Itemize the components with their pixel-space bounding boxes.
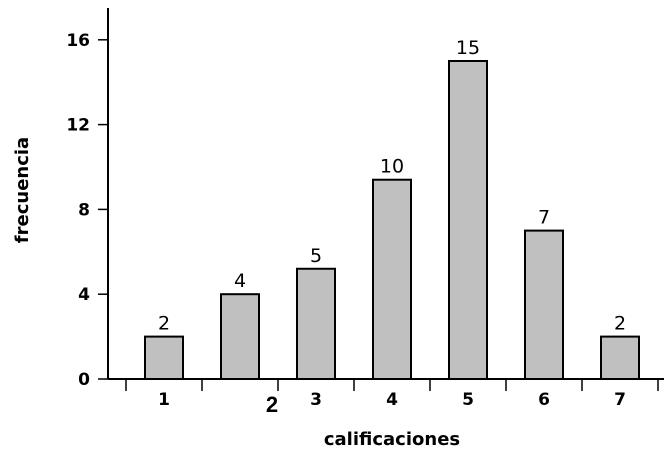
- bar-6: [524, 229, 564, 380]
- data-label: 2: [614, 313, 626, 335]
- y-tick-label: 0: [78, 370, 90, 390]
- x-tick-label: 4: [386, 390, 398, 410]
- x-tick-label: 3: [310, 390, 322, 410]
- bar-4: [372, 178, 412, 380]
- y-axis-ticks: 0 4 8 12 16: [66, 31, 108, 390]
- y-tick-label: 8: [78, 200, 90, 220]
- y-tick-label: 12: [66, 116, 90, 136]
- bar-series: [144, 60, 640, 381]
- data-label: 10: [380, 156, 404, 178]
- data-labels: 2 4 5 10 15 7 2: [158, 37, 626, 335]
- bar-7: [600, 335, 640, 381]
- x-tick-label: 6: [538, 390, 550, 410]
- data-label: 2: [158, 313, 170, 335]
- x-tick-label: 1: [158, 390, 170, 410]
- bar-2: [220, 293, 260, 381]
- y-axis-title: frecuencia: [12, 137, 33, 243]
- x-tick-label: 7: [614, 390, 626, 410]
- data-label: 15: [456, 37, 480, 59]
- x-axis-title: calificaciones: [324, 429, 460, 450]
- y-tick-label: 16: [66, 31, 90, 51]
- bar-3: [296, 267, 336, 381]
- x-axis-ticks: 1 2 3 4 5 6 7: [125, 379, 659, 417]
- data-label: 7: [538, 207, 550, 229]
- x-tick-label: 5: [462, 390, 474, 410]
- bar-5: [448, 60, 488, 380]
- x-tick-label: 2: [266, 392, 278, 417]
- data-label: 5: [310, 245, 322, 267]
- bar-1: [144, 335, 184, 381]
- data-label: 4: [234, 270, 246, 292]
- y-tick-label: 4: [78, 285, 90, 305]
